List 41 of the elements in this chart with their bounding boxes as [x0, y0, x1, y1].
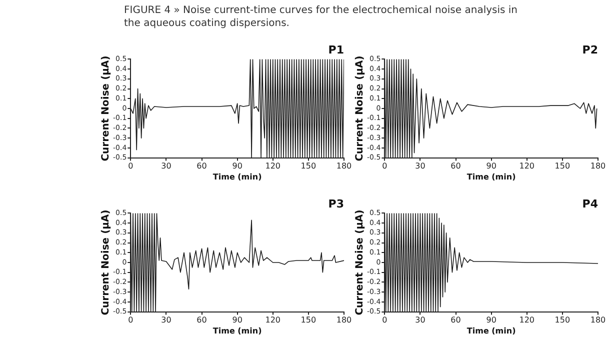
x-tick-label: 60: [196, 162, 207, 171]
y-axis-title: Current Noise (µA): [100, 210, 112, 316]
x-tick-label: 150: [554, 316, 570, 325]
x-tick-label: 180: [590, 316, 606, 325]
chart-title: P1: [328, 43, 344, 56]
x-tick-label: 60: [450, 316, 461, 325]
chart-title: P3: [328, 197, 344, 210]
x-tick-label: 30: [161, 162, 172, 171]
x-axis-title: Time (min): [212, 172, 262, 182]
x-tick-label: 120: [265, 162, 281, 171]
caption: FIGURE 4 » Noise current-time curves for the electrochemical noise analysis in the aqueous coating dispersions.: [124, 4, 519, 30]
x-tick-label: 60: [450, 162, 461, 171]
y-axis-title: Current Noise (µA): [354, 210, 366, 316]
x-tick-label: 0: [382, 316, 388, 325]
chart-title: P4: [582, 197, 598, 210]
y-axis-title: Current Noise (µA): [354, 56, 366, 162]
x-tick-label: 0: [128, 162, 134, 171]
x-tick-label: 180: [590, 162, 606, 171]
x-tick-label: 60: [196, 316, 207, 325]
x-axis-title: Time (min): [466, 326, 516, 336]
x-tick-label: 0: [128, 316, 134, 325]
x-tick-label: 150: [554, 162, 570, 171]
x-tick-label: 90: [232, 316, 242, 325]
x-tick-label: 120: [265, 316, 281, 325]
x-tick-label: 180: [336, 316, 352, 325]
x-tick-label: 180: [336, 162, 352, 171]
x-tick-label: 30: [161, 316, 172, 325]
x-tick-label: 150: [300, 316, 316, 325]
x-tick-label: 90: [486, 316, 496, 325]
x-axis-title: Time (min): [466, 172, 516, 182]
x-tick-label: 120: [519, 162, 535, 171]
x-tick-label: 150: [300, 162, 316, 171]
y-axis-title: Current Noise (µA): [100, 56, 112, 162]
x-tick-label: 120: [519, 316, 535, 325]
chart-title: P2: [582, 43, 598, 56]
x-tick-label: 0: [382, 162, 388, 171]
x-tick-label: 90: [486, 162, 496, 171]
x-tick-label: 30: [415, 316, 426, 325]
x-axis-title: Time (min): [212, 326, 262, 336]
x-tick-label: 90: [232, 162, 242, 171]
x-tick-label: 30: [415, 162, 426, 171]
